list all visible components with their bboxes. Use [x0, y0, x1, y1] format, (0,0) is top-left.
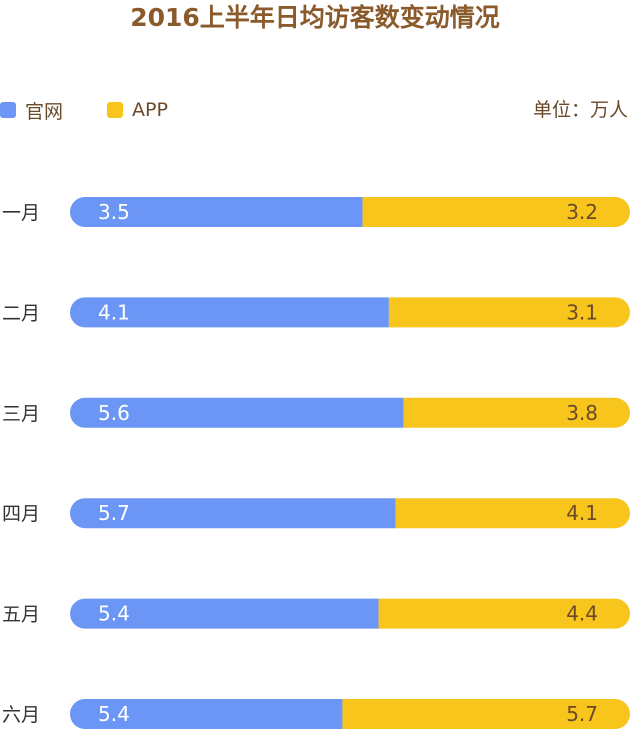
value-label-official-site: 5.6	[98, 401, 130, 425]
category-label: 三月	[2, 403, 40, 425]
value-label-app: 5.7	[566, 702, 598, 726]
bar-official-site	[70, 297, 389, 328]
chart-title: 2016上半年日均访客数变动情况	[130, 3, 500, 32]
bar-official-site	[70, 699, 343, 729]
category-label: 四月	[2, 503, 40, 525]
value-label-official-site: 4.1	[98, 300, 130, 324]
legend-item-app: APP	[107, 98, 168, 122]
category-label: 一月	[2, 202, 40, 224]
bar-official-site	[70, 498, 396, 529]
bar-official-site	[70, 197, 363, 227]
value-label-app: 3.2	[566, 200, 598, 224]
value-label-app: 3.1	[566, 300, 598, 324]
legend-swatch-official-site	[0, 102, 16, 118]
bar-app	[362, 197, 630, 227]
bar-app	[395, 498, 630, 529]
category-label: 六月	[2, 704, 40, 726]
bar-app	[342, 699, 630, 729]
value-label-official-site: 3.5	[98, 200, 130, 224]
category-label: 二月	[2, 302, 40, 324]
bar-app	[403, 397, 630, 428]
bar-app	[388, 297, 630, 328]
value-label-official-site: 5.4	[98, 702, 130, 726]
legend-swatch-app	[107, 102, 123, 118]
bar-app	[378, 598, 630, 629]
category-label: 五月	[2, 604, 40, 626]
value-label-app: 4.1	[566, 501, 598, 525]
unit-label: 单位：万人	[532, 99, 628, 121]
value-label-app: 4.4	[566, 602, 598, 626]
bar-official-site	[70, 598, 379, 629]
value-label-app: 3.8	[566, 401, 598, 425]
legend-label-official-site: 官网	[25, 100, 64, 123]
value-label-official-site: 5.7	[98, 501, 130, 525]
bar-official-site	[70, 397, 404, 428]
legend-label-app: APP	[132, 99, 168, 121]
value-label-official-site: 5.4	[98, 602, 130, 626]
legend-item-official-site: 官网	[0, 98, 64, 123]
